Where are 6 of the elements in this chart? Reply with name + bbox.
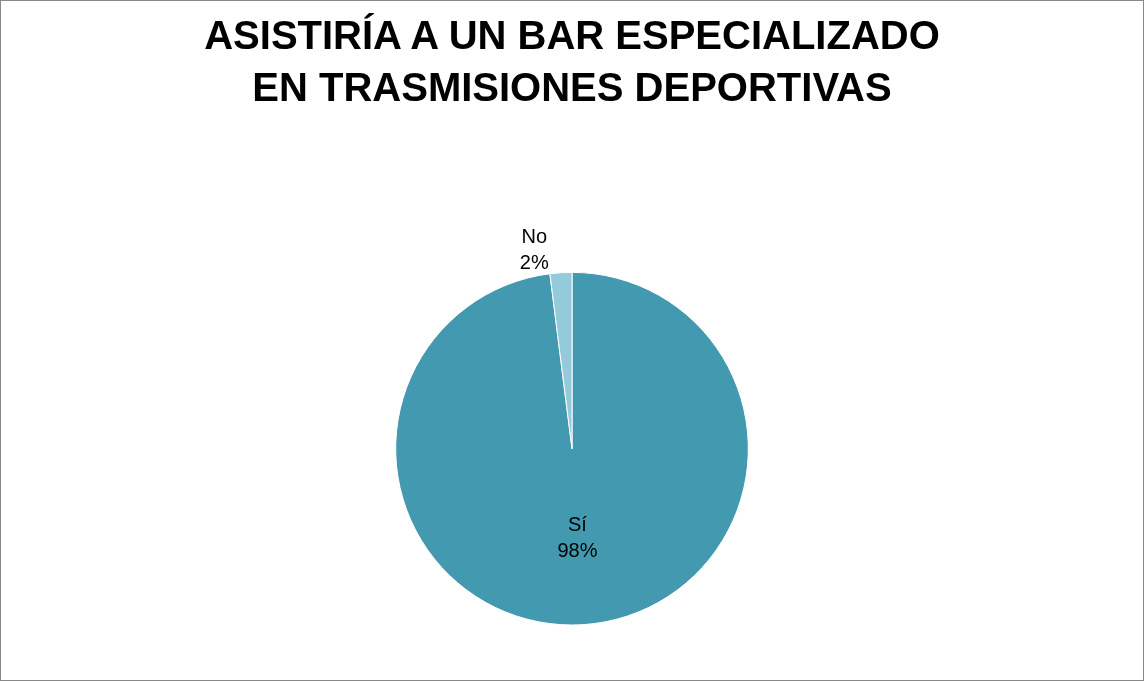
- pie-slice: [395, 271, 749, 626]
- slice-label: No: [521, 224, 548, 247]
- data-label: 2%: [519, 250, 549, 273]
- data-label: 98%: [557, 538, 598, 561]
- slice-label: Sí: [567, 512, 588, 535]
- chart-title: ASISTIRÍA A UN BAR ESPECIALIZADO EN TRASMISIONES DEPORTIVAS: [204, 12, 940, 109]
